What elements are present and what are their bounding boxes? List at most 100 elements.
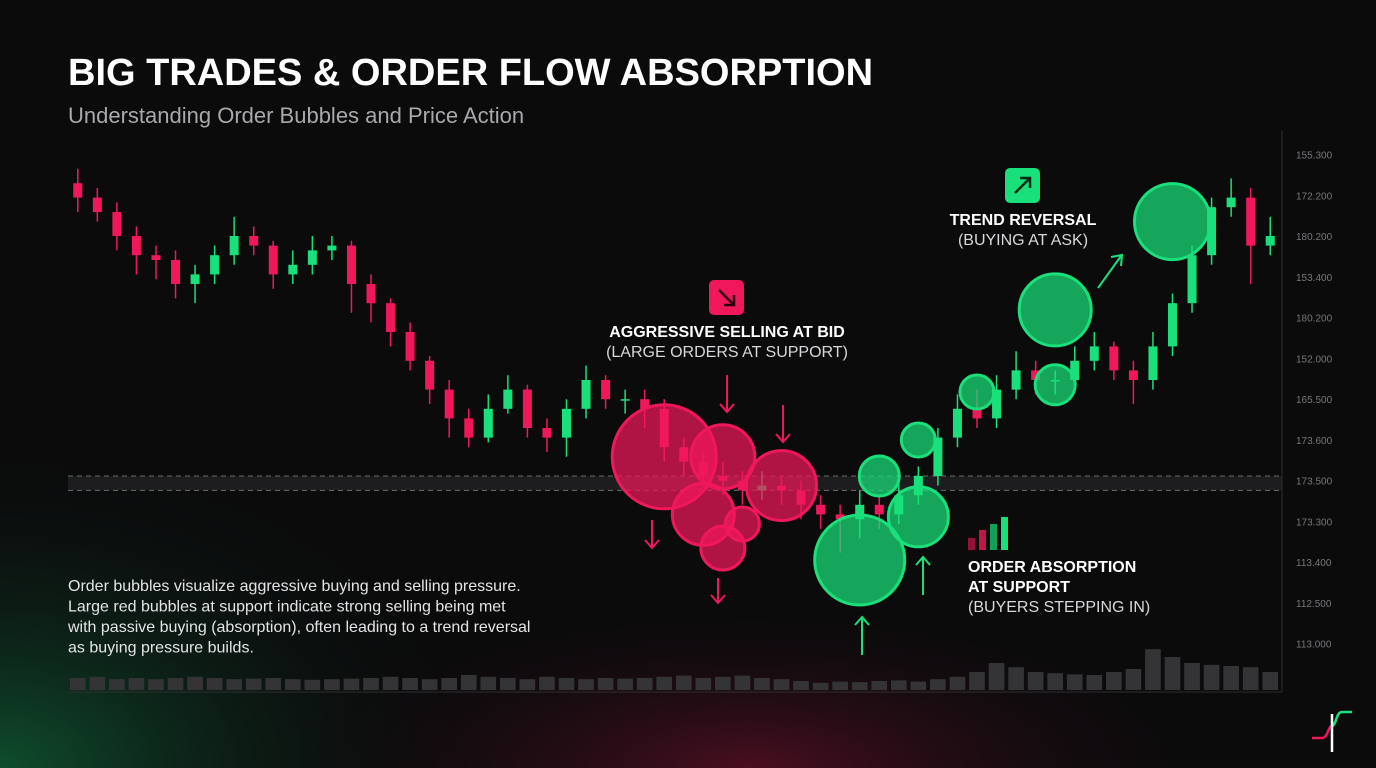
- candle-body: [327, 245, 337, 251]
- candle-body: [816, 504, 826, 515]
- order-bubble: [699, 524, 747, 572]
- candle-body: [346, 245, 356, 284]
- volume-bar: [1164, 657, 1181, 690]
- volume-bar: [1047, 673, 1064, 690]
- description: with passive buying (absorption), often …: [67, 619, 530, 636]
- volume-bar: [109, 679, 125, 690]
- price-label: 180.200: [1296, 232, 1333, 243]
- candle-body: [561, 408, 571, 438]
- candle-body: [1207, 207, 1217, 256]
- volume-bar: [558, 678, 575, 690]
- volume-bar: [754, 678, 770, 690]
- logo: [1312, 710, 1352, 752]
- candle-body: [503, 389, 513, 409]
- volume-bar: [1086, 675, 1103, 690]
- volume-bar: [1066, 674, 1083, 690]
- candle-body: [425, 360, 435, 390]
- volume-bar: [324, 679, 340, 690]
- volume-bar: [617, 678, 633, 690]
- candle-body: [171, 260, 181, 284]
- annotation: AT SUPPORT: [968, 579, 1070, 596]
- volume-bar: [441, 678, 458, 690]
- candle-body: [737, 480, 747, 491]
- plot: [68, 168, 1282, 690]
- candle-body: [210, 255, 220, 275]
- price-label: 173.300: [1296, 517, 1333, 528]
- candle-body: [952, 408, 962, 438]
- volume-bar: [460, 675, 477, 690]
- candle-body: [131, 236, 141, 256]
- candle-body: [92, 197, 102, 212]
- price-label: 180.200: [1296, 314, 1333, 325]
- volume-bar: [890, 680, 907, 690]
- price-label: 173.600: [1296, 436, 1333, 447]
- price-label: 155.300: [1296, 151, 1333, 162]
- annotation: AGGRESSIVE SELLING AT BID: [609, 324, 845, 341]
- volume-bar: [1203, 664, 1220, 690]
- annotations: 155.300 172.200 180.200 153.400 180.200 152.0…: [67, 151, 1333, 657]
- volume-bar: [949, 676, 966, 690]
- volume-bar: [148, 679, 164, 690]
- volume-bar: [128, 678, 145, 690]
- candle-body: [405, 332, 415, 361]
- candle-body: [855, 504, 865, 520]
- volume-icon: [968, 517, 1008, 550]
- price-label: 165.500: [1296, 395, 1333, 406]
- candle-body: [112, 212, 122, 236]
- order-bubble: [813, 513, 907, 607]
- volume-bar: [363, 678, 379, 690]
- candle-body: [1089, 346, 1099, 361]
- volume-bar: [930, 679, 946, 690]
- volume-bar: [1242, 667, 1259, 690]
- price-label: 172.200: [1296, 191, 1333, 202]
- candle-body: [542, 428, 552, 438]
- volume-bar: [304, 679, 321, 690]
- sell-icon-arrow: [718, 289, 736, 307]
- candle-body: [288, 264, 298, 275]
- candle-body: [1031, 370, 1041, 380]
- candle-body: [229, 236, 239, 256]
- candle-body: [483, 408, 493, 438]
- volume-bar: [539, 676, 555, 690]
- candle-body: [640, 399, 650, 409]
- candle-body: [464, 418, 474, 438]
- annotation: ORDER ABSORPTION: [968, 559, 1136, 576]
- volume-bar: [656, 676, 673, 690]
- candle-body: [581, 380, 591, 409]
- volume-bar: [910, 681, 927, 690]
- price-label: 153.400: [1296, 273, 1333, 284]
- volume-bar: [1027, 672, 1044, 690]
- volume-bar: [265, 678, 282, 690]
- volume-bar: [1223, 666, 1239, 690]
- volume-bar: [167, 678, 184, 690]
- price-label: 152.000: [1296, 354, 1333, 365]
- candle-body: [874, 504, 884, 515]
- volume-bar: [832, 681, 848, 690]
- order-bubble: [1132, 182, 1212, 262]
- order-bubble: [886, 485, 950, 549]
- sell-arrows: [644, 375, 791, 605]
- order-bubble: [1017, 272, 1093, 348]
- candle-body: [73, 183, 83, 198]
- candle-body: [1187, 255, 1197, 304]
- candle-body: [151, 255, 161, 260]
- volume-bar: [734, 675, 751, 690]
- volume-bar: [851, 682, 868, 690]
- title: BIG TRADES & ORDER FLOW ABSORPTION: [68, 52, 873, 94]
- candle-body: [1070, 360, 1080, 380]
- order-bubble: [745, 449, 819, 523]
- price-label: 173.500: [1296, 477, 1333, 488]
- buy-icon-arrow: [1014, 176, 1032, 194]
- price-label: 113.000: [1296, 640, 1332, 651]
- volume-bar: [480, 676, 497, 690]
- volume-bar: [988, 663, 1005, 690]
- candle-body: [1265, 236, 1275, 246]
- candle-body: [386, 303, 396, 332]
- volume-bar: [1145, 649, 1161, 690]
- volume-bar: [812, 682, 829, 690]
- description: as buying pressure builds.: [68, 640, 254, 657]
- candle-body: [620, 399, 630, 401]
- price-label: 113.400: [1296, 558, 1332, 569]
- volume-bar: [1125, 669, 1142, 690]
- volume-bar: [773, 679, 790, 690]
